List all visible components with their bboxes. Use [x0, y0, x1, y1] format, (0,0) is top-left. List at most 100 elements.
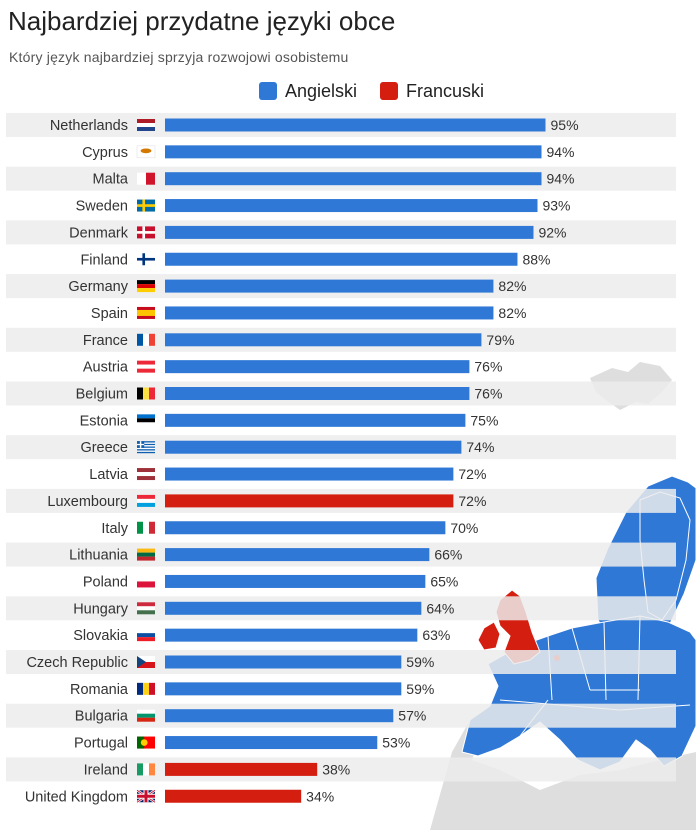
- chart-row-austria: Austria 76%: [83, 359, 503, 376]
- chart-row-denmark: Denmark 92%: [6, 220, 676, 245]
- value-label: 76%: [474, 386, 502, 402]
- value-label: 79%: [486, 332, 514, 348]
- chart-row-luxembourg: Luxembourg 72%: [6, 488, 676, 513]
- spain-flag-icon: [137, 306, 155, 319]
- legend-label-francuski: Francuski: [406, 80, 485, 101]
- value-label: 75%: [470, 412, 498, 428]
- bar-united-kingdom: [165, 789, 302, 803]
- country-label: Estonia: [80, 413, 129, 429]
- value-label: 63%: [422, 627, 450, 643]
- hungary-flag-icon: [137, 602, 155, 615]
- bar-slovakia: [165, 628, 418, 642]
- latvia-flag-icon: [137, 468, 155, 481]
- country-label: United Kingdom: [25, 789, 128, 805]
- value-label: 59%: [406, 654, 434, 670]
- value-label: 65%: [430, 573, 458, 589]
- chart-legend: Angielski Francuski: [0, 78, 696, 104]
- slovakia-flag-icon: [137, 629, 155, 642]
- country-label: Malta: [93, 172, 129, 188]
- chart-row-sweden: Sweden 93%: [76, 198, 571, 215]
- bar-poland: [165, 574, 426, 588]
- country-label: Portugal: [74, 736, 128, 752]
- chart-row-spain: Spain 82%: [91, 305, 527, 322]
- denmark-flag-icon: [137, 226, 155, 239]
- bar-italy: [165, 521, 446, 535]
- value-label: 95%: [551, 117, 579, 133]
- ireland-flag-icon: [137, 763, 155, 776]
- value-label: 59%: [406, 681, 434, 697]
- greece-flag-icon: [137, 441, 155, 454]
- bar-malta: [165, 172, 542, 186]
- row-band: [6, 757, 676, 782]
- malta-flag-icon: [137, 172, 155, 185]
- value-label: 34%: [306, 788, 334, 804]
- czech-flag-icon: [137, 656, 155, 668]
- value-label: 70%: [450, 520, 478, 536]
- value-label: 53%: [382, 735, 410, 751]
- sweden-flag-icon: [137, 199, 155, 212]
- bar-denmark: [165, 225, 534, 239]
- estonia-flag-icon: [137, 414, 155, 427]
- uk-flag-icon: [136, 789, 156, 804]
- country-label: Poland: [83, 574, 128, 590]
- chart-row-france: France 79%: [6, 327, 676, 352]
- bar-hungary: [165, 601, 422, 615]
- value-label: 82%: [498, 278, 526, 294]
- country-label: Netherlands: [50, 118, 128, 134]
- chart-row-cyprus: Cyprus 94%: [82, 144, 574, 161]
- value-label: 72%: [458, 493, 486, 509]
- chart-row-malta: Malta 94%: [6, 166, 676, 191]
- bar-romania: [165, 682, 402, 696]
- value-label: 93%: [542, 198, 570, 214]
- country-label: Luxembourg: [47, 494, 128, 510]
- chart-row-greece: Greece 74%: [6, 435, 676, 460]
- bar-greece: [165, 440, 462, 454]
- bar-cyprus: [165, 145, 542, 159]
- chart-row-germany: Germany 82%: [6, 274, 676, 299]
- chart-row-poland: Poland 65%: [83, 573, 459, 590]
- value-label: 57%: [398, 708, 426, 724]
- chart-row-latvia: Latvia 72%: [89, 466, 486, 483]
- chart-row-italy: Italy 70%: [101, 520, 478, 537]
- value-label: 66%: [434, 547, 462, 563]
- legend-label-angielski: Angielski: [285, 80, 358, 101]
- bar-czech-republic: [165, 655, 402, 669]
- luxembourg-flag-icon: [137, 494, 155, 507]
- value-label: 94%: [546, 171, 574, 187]
- country-label: Belgium: [76, 387, 128, 403]
- portugal-flag-icon: [137, 736, 155, 749]
- country-label: Greece: [80, 440, 128, 456]
- chart-title: Najbardziej przydatne języki obce: [8, 6, 396, 36]
- country-label: Romania: [70, 682, 129, 698]
- bar-belgium: [165, 387, 470, 400]
- legend-item-angielski: Angielski: [259, 78, 357, 104]
- value-label: 88%: [522, 251, 550, 267]
- country-label: Ireland: [84, 762, 128, 778]
- cyprus-flag-icon: [136, 145, 156, 159]
- bar-spain: [165, 306, 494, 320]
- bar-netherlands: [165, 118, 546, 132]
- chart-subtitle: Który język najbardziej sprzyja rozwojow…: [9, 49, 349, 65]
- bar-lithuania: [165, 548, 430, 562]
- netherlands-flag-icon: [137, 119, 155, 131]
- value-label: 92%: [538, 224, 566, 240]
- chart-row-finland: Finland 88%: [80, 251, 550, 268]
- country-label: Sweden: [76, 199, 128, 215]
- value-label: 74%: [466, 439, 494, 455]
- bar-estonia: [165, 413, 466, 427]
- lithuania-flag-icon: [137, 548, 155, 561]
- bar-austria: [165, 360, 470, 374]
- country-label: Finland: [80, 252, 128, 268]
- chart-row-estonia: Estonia 75%: [80, 412, 499, 429]
- value-label: 76%: [474, 359, 502, 375]
- bar-france: [165, 333, 482, 347]
- chart-row-ireland: Ireland 38%: [6, 757, 676, 782]
- legend-item-francuski: Francuski: [380, 78, 484, 104]
- chart-row-netherlands: Netherlands 95%: [6, 113, 676, 137]
- country-label: Lithuania: [69, 548, 129, 564]
- bar-finland: [165, 252, 518, 266]
- chart-row-czech-republic: Czech Republic 59%: [6, 650, 676, 674]
- country-label: France: [83, 333, 128, 349]
- value-label: 38%: [322, 761, 350, 777]
